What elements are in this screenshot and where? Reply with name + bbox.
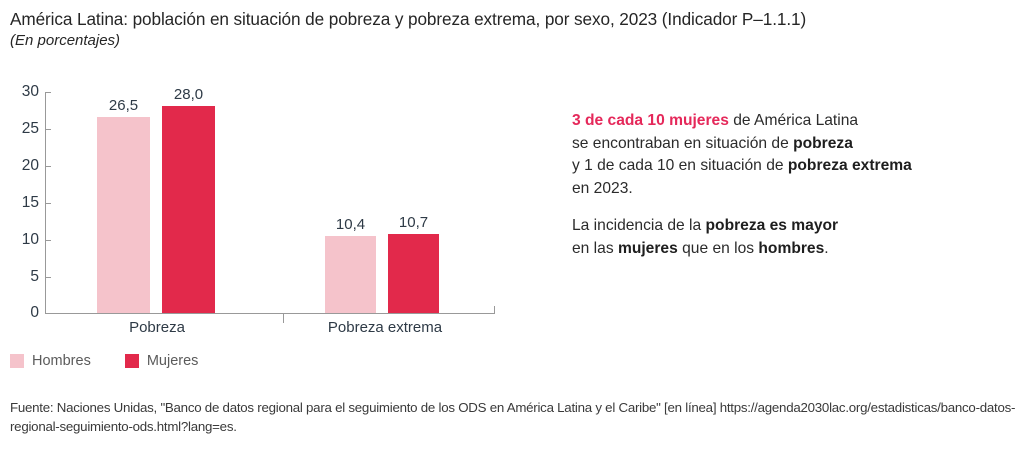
y-tick-20: 20 — [22, 157, 51, 174]
callout-line-6-strong-hombres: hombres — [758, 239, 825, 257]
x-axis-line — [45, 313, 495, 314]
callout-line-6-text-a: en las — [572, 239, 618, 257]
bars-layer: 26,5 28,0 10,4 10,7 — [0, 78, 520, 314]
legend-swatch-icon — [124, 354, 139, 368]
y-tick-15: 15 — [22, 194, 51, 211]
page-title: América Latina: población en situación d… — [10, 9, 807, 29]
source-footnote: Fuente: Naciones Unidas, "Banco de datos… — [10, 400, 1016, 434]
callout-line-3-text: y 1 de cada 10 en situación de — [572, 157, 788, 174]
bar-chart: 30 25 20 15 10 5 0 26,5 28,0 10 — [0, 78, 520, 378]
x-axis-group-separator-tick — [283, 314, 284, 323]
callout-line-1-rest: de América Latina — [728, 112, 859, 129]
callout-line-6-strong-mujeres: mujeres — [617, 239, 678, 257]
callout-line-3-strong: pobreza extrema — [787, 157, 912, 174]
legend-item-mujeres[interactable]: Mujeres — [124, 353, 199, 369]
bar-pobreza-extrema-hombres[interactable]: 10,4 — [325, 91, 376, 313]
callout-line-4: en 2023. — [572, 179, 633, 197]
bar-rect: 10,7 — [388, 214, 439, 313]
bar-pobreza-mujeres[interactable]: 28,0 — [162, 86, 215, 313]
bar-pobreza-hombres[interactable]: 26,5 — [97, 91, 150, 313]
x-axis-end-tick — [494, 306, 495, 314]
callout-accent-phrase: 3 de cada 10 mujeres — [572, 112, 729, 129]
bar-rect: 10,4 — [325, 216, 376, 313]
x-category-label-pobreza-extrema: Pobreza extrema — [327, 319, 443, 336]
callout-line-3: y 1 de cada 10 en situación de pobreza e… — [572, 155, 1002, 178]
bar-rect: 28,0 — [162, 86, 215, 313]
y-tick-label: 10 — [21, 231, 39, 248]
callout-line-6-text-b: que en los — [677, 239, 759, 257]
y-tick-5: 5 — [30, 268, 51, 285]
bar-value-label: 10,7 — [398, 214, 429, 231]
legend-label: Hombres — [32, 353, 91, 369]
bar-value-label: 26,5 — [108, 97, 139, 114]
callout-line-5: La incidencia de la pobreza es mayor — [572, 215, 1002, 238]
y-tick-label: 0 — [30, 304, 39, 321]
callout-line-2: se encontraban en situación de pobreza — [572, 133, 1002, 156]
y-tick-label: 20 — [21, 157, 39, 174]
y-tick-25: 25 — [22, 120, 51, 137]
chart-legend: Hombres Mujeres — [10, 353, 198, 369]
bar-value-label: 10,4 — [335, 216, 366, 233]
callout-line-2-strong: pobreza — [793, 134, 853, 152]
legend-label: Mujeres — [146, 353, 199, 369]
y-tick-30: 30 — [22, 83, 51, 100]
x-category-label-pobreza: Pobreza — [129, 319, 185, 336]
bar-rect: 26,5 — [97, 97, 150, 313]
y-tick-label: 5 — [30, 268, 39, 285]
chart-subtitle: (En porcentajes) — [10, 32, 121, 49]
y-tick-10: 10 — [22, 231, 51, 248]
y-tick-label: 15 — [21, 194, 39, 211]
bar-value-label: 28,0 — [173, 86, 204, 103]
chart-header: América Latina: población en situación d… — [10, 8, 1014, 51]
legend-swatch-icon — [10, 354, 24, 368]
callout-line-2-text: se encontraban en situación de — [572, 134, 794, 152]
y-tick-label: 30 — [21, 83, 39, 100]
callout-line-5-strong: pobreza es mayor — [705, 217, 839, 234]
callout-line-5-text: La incidencia de la — [572, 217, 706, 234]
legend-item-hombres[interactable]: Hombres — [10, 353, 91, 369]
callout-line-1: 3 de cada 10 mujeres de América Latina — [572, 110, 1002, 133]
key-message-panel: 3 de cada 10 mujeres de América Latina s… — [572, 110, 1002, 260]
callout-line-6: en las mujeres que en los hombres. — [572, 238, 1002, 261]
callout-line-6-text-c: . — [824, 239, 829, 257]
bar-pobreza-extrema-mujeres[interactable]: 10,7 — [388, 91, 439, 313]
y-tick-label: 25 — [21, 120, 39, 137]
